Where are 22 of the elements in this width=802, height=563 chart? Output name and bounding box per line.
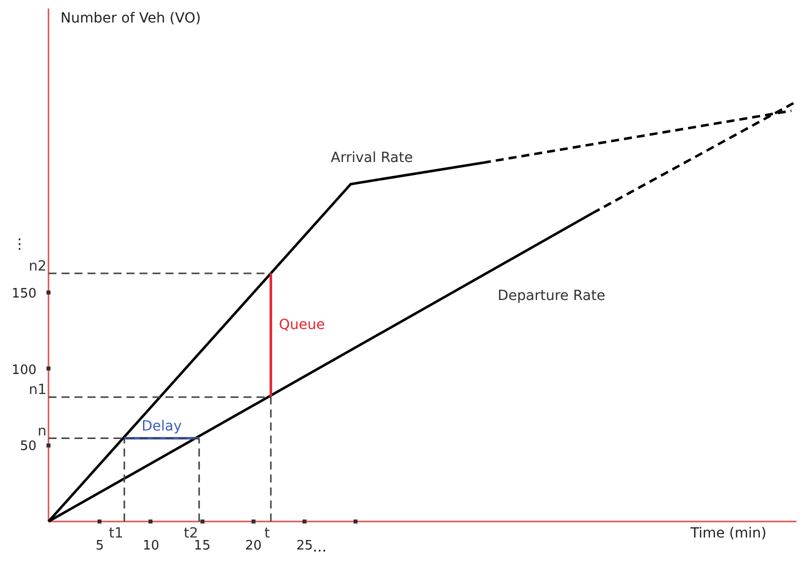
text: ⋮ (12, 236, 26, 252)
annotation: t2 (184, 526, 198, 542)
x-tick-label: 20 (245, 538, 262, 554)
series-label: Arrival Rate (330, 150, 413, 166)
y-tick-label: 100 (12, 362, 37, 378)
text: … (312, 540, 327, 556)
y-axis-title: Number of Veh (VO) (60, 10, 201, 26)
annotation: n2 (28, 258, 46, 274)
y-tick-label: 150 (12, 286, 37, 302)
annotation: t1 (108, 526, 124, 542)
x-axis-title: Time (min) (689, 526, 767, 542)
annotation: n1 (28, 382, 46, 398)
annotation: n (38, 423, 46, 440)
series-label: Delay (142, 418, 182, 434)
x-tick-label: 10 (142, 538, 160, 554)
x-tick-label: 15 (194, 538, 210, 554)
annotation: t (264, 526, 270, 542)
series-label: Departure Rate (498, 288, 606, 304)
x-tick-label: 25 (296, 538, 313, 554)
x-tick-label: 5 (96, 538, 104, 554)
series-label: Queue (278, 317, 325, 334)
y-tick-label: 50 (20, 439, 37, 454)
